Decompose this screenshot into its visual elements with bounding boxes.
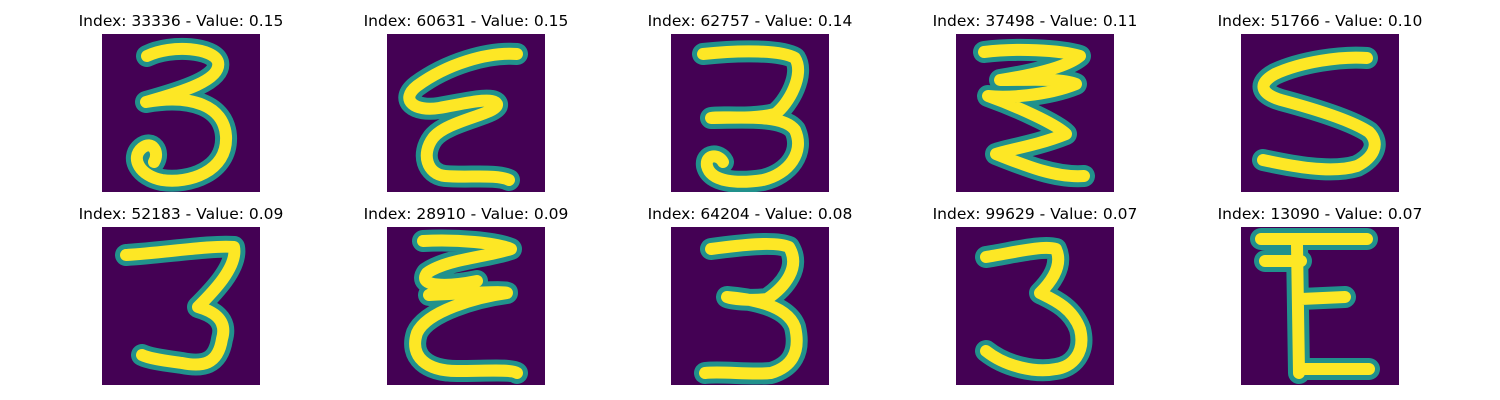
digit-image-3 <box>102 227 260 385</box>
panel-title: Index: 99629 - Value: 0.07 <box>905 205 1165 223</box>
digit-image-script-e <box>387 34 545 192</box>
panel-title: Index: 28910 - Value: 0.09 <box>336 205 596 223</box>
panel-title: Index: 62757 - Value: 0.14 <box>620 12 880 30</box>
panel-title: Index: 51766 - Value: 0.10 <box>1190 12 1450 30</box>
panel-title: Index: 33336 - Value: 0.15 <box>51 12 311 30</box>
digit-image-3 <box>671 227 829 385</box>
panel-title: Index: 37498 - Value: 0.11 <box>905 12 1165 30</box>
digit-image-E <box>1241 227 1399 385</box>
panel-title: Index: 13090 - Value: 0.07 <box>1190 205 1450 223</box>
panel-title: Index: 64204 - Value: 0.08 <box>620 205 880 223</box>
digit-image-3 <box>102 34 260 192</box>
digit-image-3 <box>671 34 829 192</box>
digit-image-5 <box>1241 34 1399 192</box>
digit-image-script-e <box>387 227 545 385</box>
digit-image-zigzag-3 <box>956 34 1114 192</box>
digit-image-3 <box>956 227 1114 385</box>
panel-title: Index: 52183 - Value: 0.09 <box>51 205 311 223</box>
panel-title: Index: 60631 - Value: 0.15 <box>336 12 596 30</box>
